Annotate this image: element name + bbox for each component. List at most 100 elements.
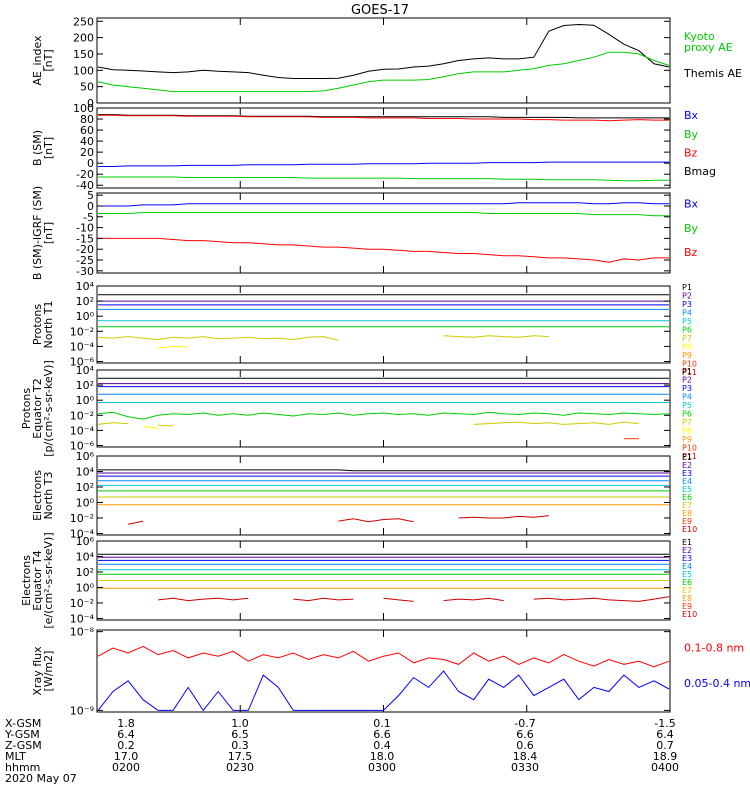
- legend-entry: P3: [682, 300, 692, 309]
- y-tick-label: -40: [76, 179, 94, 192]
- series-line-themis-ae: [97, 23, 670, 79]
- orbit-value: -0.7: [514, 717, 535, 730]
- legend-entry: E7: [682, 501, 692, 510]
- orbit-value: 17.5: [228, 750, 253, 763]
- legend-entry: E5: [682, 570, 692, 579]
- series-line-p7: [97, 421, 639, 427]
- series-line-bx: [98, 161, 669, 167]
- orbit-value: 6.4: [117, 728, 135, 741]
- legend-entry: E10: [682, 525, 697, 534]
- y-tick-label: 10⁶: [76, 450, 95, 463]
- panel-8: 10⁻⁹ 10⁻⁸ Xray flux[W/m2] 0.1-0.8 nm 0.05-0.…: [31, 626, 750, 718]
- y-axis-label-line: Electrons: [20, 555, 33, 606]
- legend-entry: P6: [682, 410, 692, 419]
- legend-entry: P7: [682, 418, 692, 427]
- y-axis-label-line: [e/(cm²-s-sr-keV)]: [42, 532, 55, 628]
- y-axis-label: ElectronsNorth T3: [31, 470, 55, 521]
- legend-entry: E9: [682, 602, 692, 611]
- series-line-by: [98, 176, 669, 182]
- panel-frame: [96, 455, 671, 536]
- panel-frame: [96, 285, 671, 364]
- y-tick-label: 10⁻⁹: [70, 704, 94, 717]
- y-tick-label: 5: [87, 189, 94, 202]
- orbit-value: 0.4: [373, 739, 391, 752]
- legend-entry: Bx: [684, 198, 699, 211]
- legend-entry: P9: [682, 435, 692, 444]
- y-axis-label: ProtonsEquator T2[p/(cm²-s-sr-keV)]: [20, 360, 55, 457]
- y-tick-label: 10⁻²: [70, 512, 94, 525]
- y-tick-label: 10⁻⁴: [70, 424, 95, 437]
- legend-entry: 0.05-0.4 nm: [684, 677, 750, 690]
- y-tick-label: -30: [76, 265, 94, 278]
- y-axis-label-line: [nT]: [42, 222, 55, 244]
- legend-entry: P8: [682, 427, 692, 436]
- orbit-value: 0230: [226, 761, 254, 774]
- orbit-value: 0.2: [117, 739, 135, 752]
- legend-entry: P10: [682, 360, 697, 369]
- y-tick-label: 10⁻⁶: [70, 355, 95, 368]
- y-tick-label: 10⁰: [76, 310, 95, 323]
- y-tick-label: -25: [76, 254, 94, 267]
- legend-entry: E9: [682, 517, 692, 526]
- legend: 0.1-0.8 nm 0.05-0.4 nm: [684, 641, 750, 690]
- legend-entry-line: 0.05-0.4 nm: [684, 677, 750, 690]
- legend-entry-line: By: [684, 222, 699, 235]
- y-tick-label: 250: [73, 15, 94, 28]
- y-tick-label: 10⁴: [76, 550, 95, 563]
- y-tick-label: 60: [80, 124, 94, 137]
- legend-entry-line: Bmag: [684, 165, 716, 178]
- series-line-p7: [97, 335, 549, 341]
- series-line-e10: [158, 596, 670, 602]
- orbit-value: 6.6: [516, 728, 534, 741]
- series-line-bmag: [98, 114, 669, 119]
- y-axis-label-line: B (SM): [31, 130, 44, 166]
- legend-entry: P5: [682, 401, 692, 410]
- y-tick-label: 0: [87, 157, 94, 170]
- legend-entry: E8: [682, 594, 692, 603]
- legend-entry: E6: [682, 493, 692, 502]
- y-axis-label-line: [p/(cm²-s-sr-keV)]: [42, 360, 55, 457]
- legend-entry-line: Kyoto: [684, 30, 715, 43]
- plot-date: 2020 May 07: [5, 772, 77, 785]
- legend-entry: P5: [682, 317, 692, 326]
- y-tick-label: -20: [76, 168, 94, 181]
- legend-entry: E3: [682, 469, 692, 478]
- orbit-value: 1.8: [117, 717, 135, 730]
- y-axis-label-line: Protons: [31, 304, 44, 345]
- legend-entry: E2: [682, 546, 692, 555]
- legend-entry: P2: [682, 292, 692, 301]
- legend-entry-line: Bz: [684, 146, 698, 159]
- y-tick-label: 10⁻²: [70, 597, 94, 610]
- legend-entry: E2: [682, 461, 692, 470]
- y-tick-label: 150: [73, 48, 94, 61]
- y-tick-label: 10⁻⁸: [70, 626, 95, 639]
- legend-entry: P10: [682, 444, 697, 453]
- legend-entry: P11: [682, 368, 697, 377]
- y-axis-label-line: Electrons: [31, 470, 44, 521]
- y-tick-label: 200: [73, 32, 94, 45]
- y-tick-label: 0: [87, 97, 94, 110]
- legend-entry: P7: [682, 334, 692, 343]
- y-axis-label-line: Protons: [20, 388, 33, 429]
- legend-entry: P8: [682, 343, 692, 352]
- y-tick-label: 10⁻²: [70, 325, 94, 338]
- orbit-value: 1.0: [231, 717, 249, 730]
- legend-entry: P4: [682, 309, 692, 318]
- y-tick-label: 0: [87, 200, 94, 213]
- orbit-row-label: X-GSM: [5, 717, 41, 730]
- orbit-value: 18.9: [653, 750, 678, 763]
- legend-entry: E8: [682, 509, 692, 518]
- orbit-value: 18.0: [370, 750, 395, 763]
- legend-entry: P3: [682, 384, 692, 393]
- panel-1: 0 50 100 150 200 250 AE_index[nT] Kyoto proxy AE…: [31, 15, 742, 110]
- y-tick-label: -10: [76, 222, 94, 235]
- legend-entry: E1: [682, 538, 692, 547]
